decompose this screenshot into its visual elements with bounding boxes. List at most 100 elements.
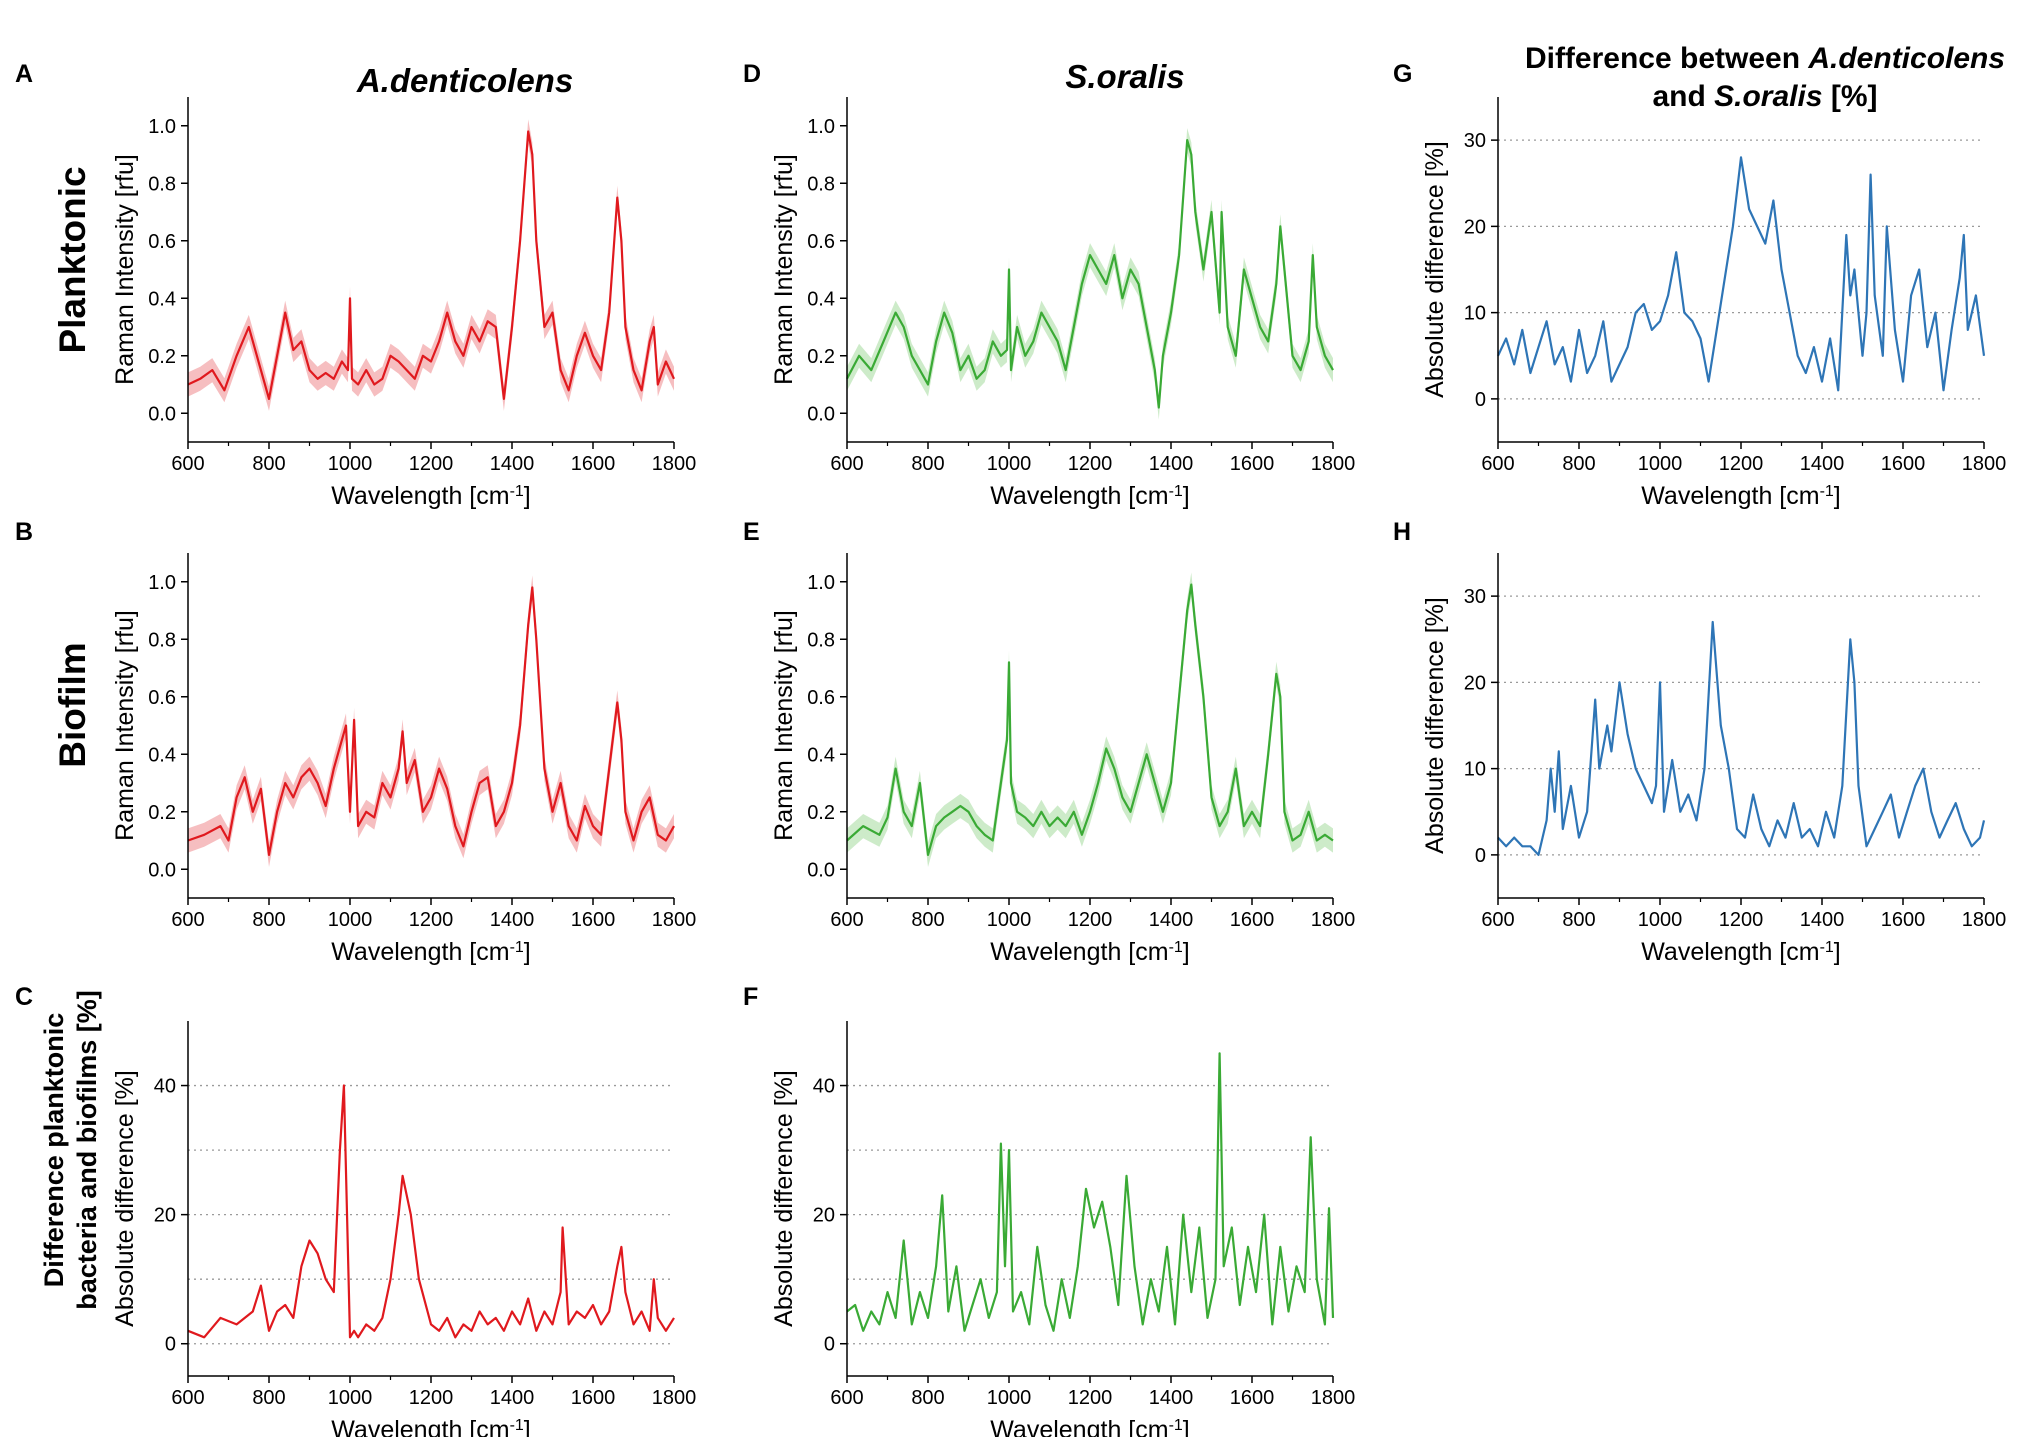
x-tick-label-a-1: 800 — [252, 453, 285, 475]
g-title-line2-prefix: and — [1652, 80, 1714, 113]
panel-f: F 600 800 1000 1200 1400 1600 1800 0 20 40 Waveleng… — [743, 983, 1355, 1437]
y-tick-label-b-3: 0.6 — [148, 687, 176, 709]
y-tick-label-c-1: 20 — [154, 1205, 176, 1227]
x-tick-label-g-3: 1200 — [1719, 453, 1764, 475]
x-tick-label-g-0: 600 — [1481, 453, 1514, 475]
x-axis-title-sup-h: -1 — [1820, 939, 1834, 956]
x-tick-label-b-4: 1400 — [490, 909, 535, 931]
panel-d: D 600 800 1000 1200 1400 1600 1800 0.0 0.2 0.4 0.6 0… — [743, 60, 1355, 510]
panel-letter-e: E — [743, 518, 760, 546]
x-tick-label-c-0: 600 — [171, 1387, 204, 1409]
y-tick-label-d-5: 1.0 — [807, 116, 835, 138]
x-axis-title-sup-a: -1 — [510, 483, 524, 500]
g-title-line2-italic: S.oralis — [1714, 80, 1822, 113]
y-axis-title-h: Absolute difference [%] — [1421, 597, 1449, 854]
column-title-s-oralis: S.oralis — [1065, 58, 1184, 95]
row-label-difference-line-1: Difference planktonic — [39, 1013, 69, 1288]
x-axis-title-main-h: Wavelength [cm — [1641, 938, 1819, 966]
x-tick-label-c-6: 1800 — [652, 1387, 697, 1409]
panel-letter-h: H — [1393, 518, 1411, 546]
panel-a: A 600 800 1000 1200 1400 1600 1800 0.0 0.2 0.4 0.6 0… — [15, 60, 696, 510]
x-axis-title-f: Wavelength [cm-1] — [990, 1416, 1190, 1437]
panel-letter-c: C — [15, 983, 33, 1011]
y-tick-label-d-2: 0.4 — [807, 288, 835, 310]
y-axis-title-a: Raman Intensity [rfu] — [111, 154, 139, 385]
series-line-c — [187, 1084, 675, 1339]
row-label-difference-line-2: bacteria and biofilms [%] — [72, 990, 102, 1310]
panel-letter-a: A — [15, 60, 33, 88]
x-axis-title-main-b: Wavelength [cm — [331, 938, 509, 966]
x-tick-label-a-5: 1600 — [571, 453, 616, 475]
y-tick-label-h-3: 30 — [1464, 586, 1486, 608]
y-tick-label-e-3: 0.6 — [807, 687, 835, 709]
x-tick-label-e-6: 1800 — [1311, 909, 1356, 931]
x-tick-label-e-5: 1600 — [1230, 909, 1275, 931]
panel-h: H 600 800 1000 1200 1400 1600 1800 0 10 20 30 Wavele… — [1393, 518, 2006, 966]
x-tick-label-f-0: 600 — [830, 1387, 863, 1409]
panel-letter-d: D — [743, 60, 761, 88]
x-tick-label-g-6: 1800 — [1962, 453, 2007, 475]
x-tick-label-a-6: 1800 — [652, 453, 697, 475]
y-tick-label-a-0: 0.0 — [148, 403, 176, 425]
panel-e: E 600 800 1000 1200 1400 1600 1800 0.0 0.2 0.4 0.6 0… — [743, 518, 1355, 966]
x-axis-title-main-f: Wavelength [cm — [990, 1416, 1168, 1437]
series-line-e — [846, 583, 1334, 856]
x-tick-label-e-3: 1200 — [1068, 909, 1113, 931]
x-tick-label-e-2: 1000 — [987, 909, 1032, 931]
x-tick-label-f-2: 1000 — [987, 1387, 1032, 1409]
x-axis-title-sup-b: -1 — [510, 939, 524, 956]
row-label-planktonic: Planktonic — [52, 166, 93, 353]
x-axis-title-end-e: ] — [1183, 938, 1190, 966]
x-axis-title-sup-e: -1 — [1169, 939, 1183, 956]
x-tick-label-h-4: 1400 — [1800, 909, 1845, 931]
y-tick-label-e-4: 0.8 — [807, 629, 835, 651]
x-axis-title-sup-c: -1 — [510, 1417, 524, 1434]
g-title-line-1: Difference between A.denticolens — [1525, 42, 2005, 75]
x-tick-label-e-0: 600 — [830, 909, 863, 931]
x-axis-title-main-g: Wavelength [cm — [1641, 482, 1819, 510]
panel-letter-b: B — [15, 518, 33, 546]
series-line-a — [187, 130, 675, 400]
y-tick-label-e-0: 0.0 — [807, 859, 835, 881]
y-axis-title-e: Raman Intensity [rfu] — [770, 610, 798, 841]
x-axis-title-sup-g: -1 — [1820, 483, 1834, 500]
y-tick-label-g-3: 30 — [1464, 130, 1486, 152]
panels: A 600 800 1000 1200 1400 1600 1800 0.0 0.2 0.4 0.6 0… — [15, 60, 2006, 1437]
y-tick-label-g-1: 10 — [1464, 303, 1486, 325]
x-tick-label-b-5: 1600 — [571, 909, 616, 931]
x-axis-title-c: Wavelength [cm-1] — [331, 1416, 531, 1437]
x-tick-label-h-2: 1000 — [1638, 909, 1683, 931]
x-tick-label-d-3: 1200 — [1068, 453, 1113, 475]
x-axis-title-g: Wavelength [cm-1] — [1641, 482, 1841, 510]
x-tick-label-c-3: 1200 — [409, 1387, 454, 1409]
x-axis-title-main-e: Wavelength [cm — [990, 938, 1168, 966]
y-axis-title-c: Absolute difference [%] — [111, 1070, 139, 1327]
y-tick-label-e-1: 0.2 — [807, 802, 835, 824]
x-axis-title-end-f: ] — [1183, 1416, 1190, 1437]
y-tick-label-f-1: 20 — [813, 1205, 835, 1227]
x-tick-label-h-6: 1800 — [1962, 909, 2007, 931]
y-axis-title-b: Raman Intensity [rfu] — [111, 610, 139, 841]
x-tick-label-c-1: 800 — [252, 1387, 285, 1409]
x-axis-title-a: Wavelength [cm-1] — [331, 482, 531, 510]
x-tick-label-h-1: 800 — [1562, 909, 1595, 931]
g-title-line1-prefix: Difference between — [1525, 42, 1808, 75]
x-axis-title-main-d: Wavelength [cm — [990, 482, 1168, 510]
x-tick-label-g-5: 1600 — [1881, 453, 1926, 475]
x-tick-label-e-1: 800 — [911, 909, 944, 931]
y-tick-label-h-2: 20 — [1464, 672, 1486, 694]
x-tick-label-a-3: 1200 — [409, 453, 454, 475]
x-axis-title-sup-d: -1 — [1169, 483, 1183, 500]
y-tick-label-e-5: 1.0 — [807, 572, 835, 594]
y-tick-label-a-4: 0.8 — [148, 173, 176, 195]
x-tick-label-c-5: 1600 — [571, 1387, 616, 1409]
y-tick-label-f-2: 40 — [813, 1076, 835, 1098]
x-axis-title-end-h: ] — [1834, 938, 1841, 966]
panel-b: B 600 800 1000 1200 1400 1600 1800 0.0 0.2 0.4 0.6 0… — [15, 518, 696, 966]
row-label-biofilm: Biofilm — [52, 642, 93, 767]
y-tick-label-h-0: 0 — [1475, 845, 1486, 867]
x-axis-title-h: Wavelength [cm-1] — [1641, 938, 1841, 966]
x-tick-label-g-2: 1000 — [1638, 453, 1683, 475]
y-tick-label-a-1: 0.2 — [148, 346, 176, 368]
